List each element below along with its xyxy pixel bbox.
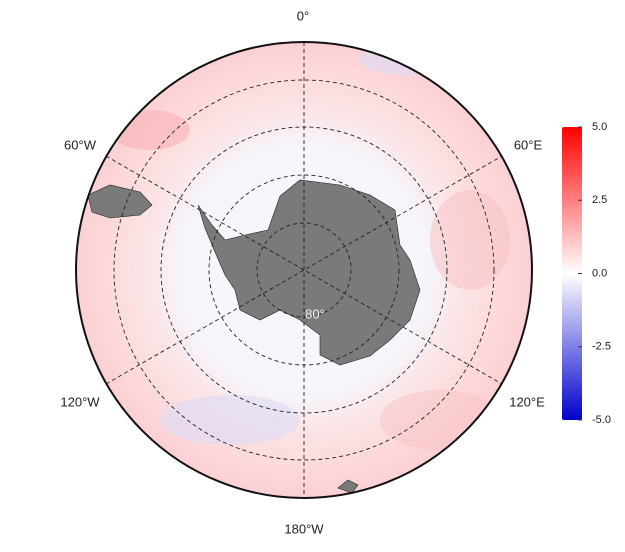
lat-label: 80° [305,306,325,321]
lon-label: 0° [297,8,309,23]
colorbar-tick-label: -2.5 [592,341,611,353]
colorbar-tick-label: -5.0 [592,414,611,426]
colorbar-scale [562,127,582,420]
graticule [105,42,503,498]
colorbar-tick-label: 5.0 [592,121,607,133]
colorbar-tick-label: 0.0 [592,267,607,279]
lon-label: 60°W [64,137,97,152]
island [337,479,359,494]
colorbar: 5.0 2.5 0.0 -2.5 -5.0 [562,121,611,426]
lon-label: 120°W [60,394,100,409]
lon-label: 180°W [284,521,324,536]
lon-label: 120°E [509,394,545,409]
map-border [75,41,533,499]
colorbar-tick-label: 2.5 [592,194,607,206]
lon-label: 60°E [514,137,543,152]
